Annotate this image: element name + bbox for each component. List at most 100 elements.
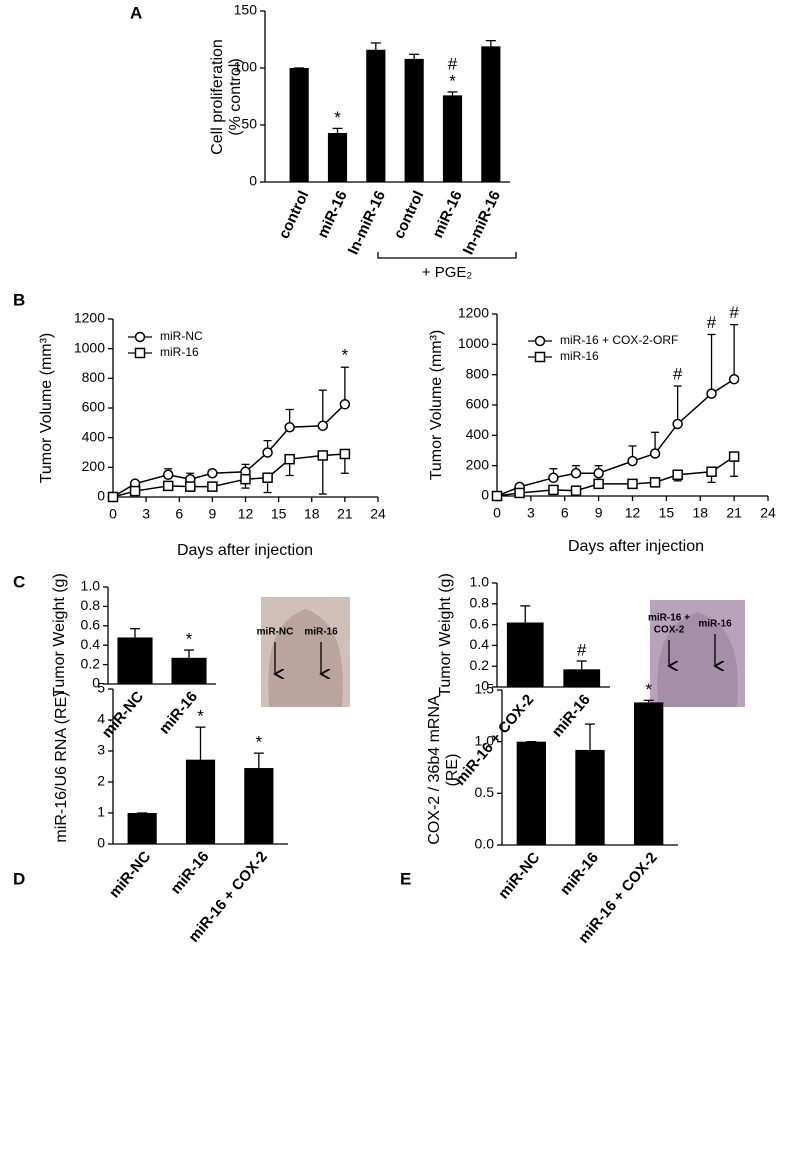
x-tick-label: 3 — [142, 506, 150, 522]
marker — [262, 472, 273, 483]
y-tick-label: 1200 — [458, 305, 489, 321]
y-tick-label: 1.0 — [470, 574, 490, 590]
marker — [185, 481, 196, 492]
x-tick-label: miR-16 — [429, 188, 466, 241]
panel-label: C — [13, 572, 25, 591]
x-tick-label: miR-16 — [549, 691, 594, 740]
mouse-body — [268, 609, 343, 707]
y-axis-label: COX-2 / 36b4 mRNA — [426, 695, 443, 845]
y-tick-label: 0.4 — [81, 636, 101, 652]
y-tick-label: 0.6 — [81, 617, 101, 633]
y-tick-label: 1.5 — [475, 681, 495, 697]
marker — [728, 451, 740, 462]
marker — [728, 373, 740, 385]
series-line — [496, 378, 735, 497]
photo-label: miR-NC — [257, 627, 294, 638]
y-tick-label: 0.4 — [470, 636, 490, 652]
marker — [534, 351, 546, 363]
y-tick-label: 600 — [466, 396, 490, 412]
y-axis-label: Tumor Weight (g) — [51, 573, 68, 697]
x-tick-label: 9 — [208, 506, 216, 522]
photo-label: miR-16 — [698, 619, 732, 630]
series-line — [112, 453, 345, 498]
panel-label: A — [130, 3, 142, 22]
bar — [127, 813, 157, 844]
legend-label: miR-16 — [560, 349, 599, 363]
panel-label: B — [13, 290, 25, 309]
annotation: * — [197, 707, 204, 726]
x-tick-label: control — [275, 188, 312, 241]
marker — [672, 418, 683, 430]
bracket-label: + PGE₂ — [422, 264, 473, 281]
annotation: * — [334, 108, 341, 127]
marker — [627, 478, 638, 490]
y-tick-label: 800 — [466, 365, 490, 381]
y-tick-label: 0.5 — [475, 784, 495, 800]
legend-label: miR-16 + COX-2-ORF — [560, 333, 678, 347]
marker — [134, 331, 146, 343]
y-tick-label: 0.8 — [81, 597, 101, 613]
x-tick-label: miR-16 — [314, 188, 351, 241]
y-tick-label: 0.8 — [470, 595, 490, 611]
y-tick-label: 50 — [241, 116, 257, 132]
y-tick-label: 0 — [249, 173, 257, 189]
marker — [534, 335, 546, 347]
y-tick-label: 3 — [97, 742, 105, 758]
annotation: # — [577, 640, 587, 659]
series-line — [496, 455, 735, 497]
y-tick-label: 5 — [97, 680, 105, 696]
y-tick-label: 600 — [82, 399, 106, 415]
y-tick-label: 0 — [97, 488, 105, 504]
annotation: * — [342, 346, 349, 365]
marker — [317, 420, 329, 432]
x-tick-label: In-miR-16 — [345, 188, 389, 257]
y-axis-label: Tumor Volume (mm³) — [38, 333, 55, 484]
bar — [244, 768, 274, 844]
y-tick-label: 1000 — [458, 335, 489, 351]
marker — [107, 491, 119, 503]
x-tick-label: 9 — [595, 505, 603, 521]
bar — [506, 622, 544, 687]
x-tick-label: miR-16 — [156, 688, 201, 737]
x-tick-label: miR-16 — [557, 849, 602, 898]
annotation: * — [645, 680, 652, 699]
y-tick-label: 1200 — [74, 310, 105, 326]
x-tick-label: 21 — [337, 506, 353, 522]
x-axis-label: Days after injection — [177, 542, 313, 559]
series-line — [112, 403, 346, 498]
marker — [593, 478, 604, 490]
bar — [289, 68, 309, 182]
x-tick-label: In-miR-16 — [460, 188, 504, 257]
y-tick-label: 1.0 — [475, 732, 495, 748]
x-tick-label: 0 — [493, 505, 501, 521]
marker — [317, 450, 329, 461]
marker — [134, 347, 146, 359]
marker — [240, 473, 251, 485]
x-tick-label: control — [390, 188, 427, 241]
x-tick-label: miR-NC — [106, 848, 154, 901]
y-tick-label: 0.6 — [470, 615, 490, 631]
marker — [548, 484, 559, 496]
marker — [207, 468, 218, 479]
mouse-body — [657, 612, 738, 707]
bar — [516, 741, 546, 845]
marker — [627, 455, 638, 467]
y-tick-label: 150 — [234, 2, 258, 18]
bar — [185, 759, 216, 844]
x-tick-label: 0 — [109, 506, 117, 522]
y-tick-label: 100 — [234, 59, 258, 75]
x-tick-label: 21 — [726, 505, 742, 521]
x-tick-label: 24 — [370, 506, 386, 522]
x-tick-label: 15 — [271, 506, 287, 522]
bar — [366, 49, 386, 183]
marker — [593, 468, 604, 479]
y-tick-label: 1000 — [74, 339, 105, 355]
x-tick-label: 18 — [304, 506, 320, 522]
x-tick-label: 12 — [238, 506, 254, 522]
annotation: * — [186, 630, 193, 649]
y-tick-label: 400 — [82, 428, 106, 444]
x-tick-label: miR-16 — [167, 848, 212, 897]
y-tick-label: 800 — [82, 369, 106, 385]
bar — [634, 702, 664, 845]
